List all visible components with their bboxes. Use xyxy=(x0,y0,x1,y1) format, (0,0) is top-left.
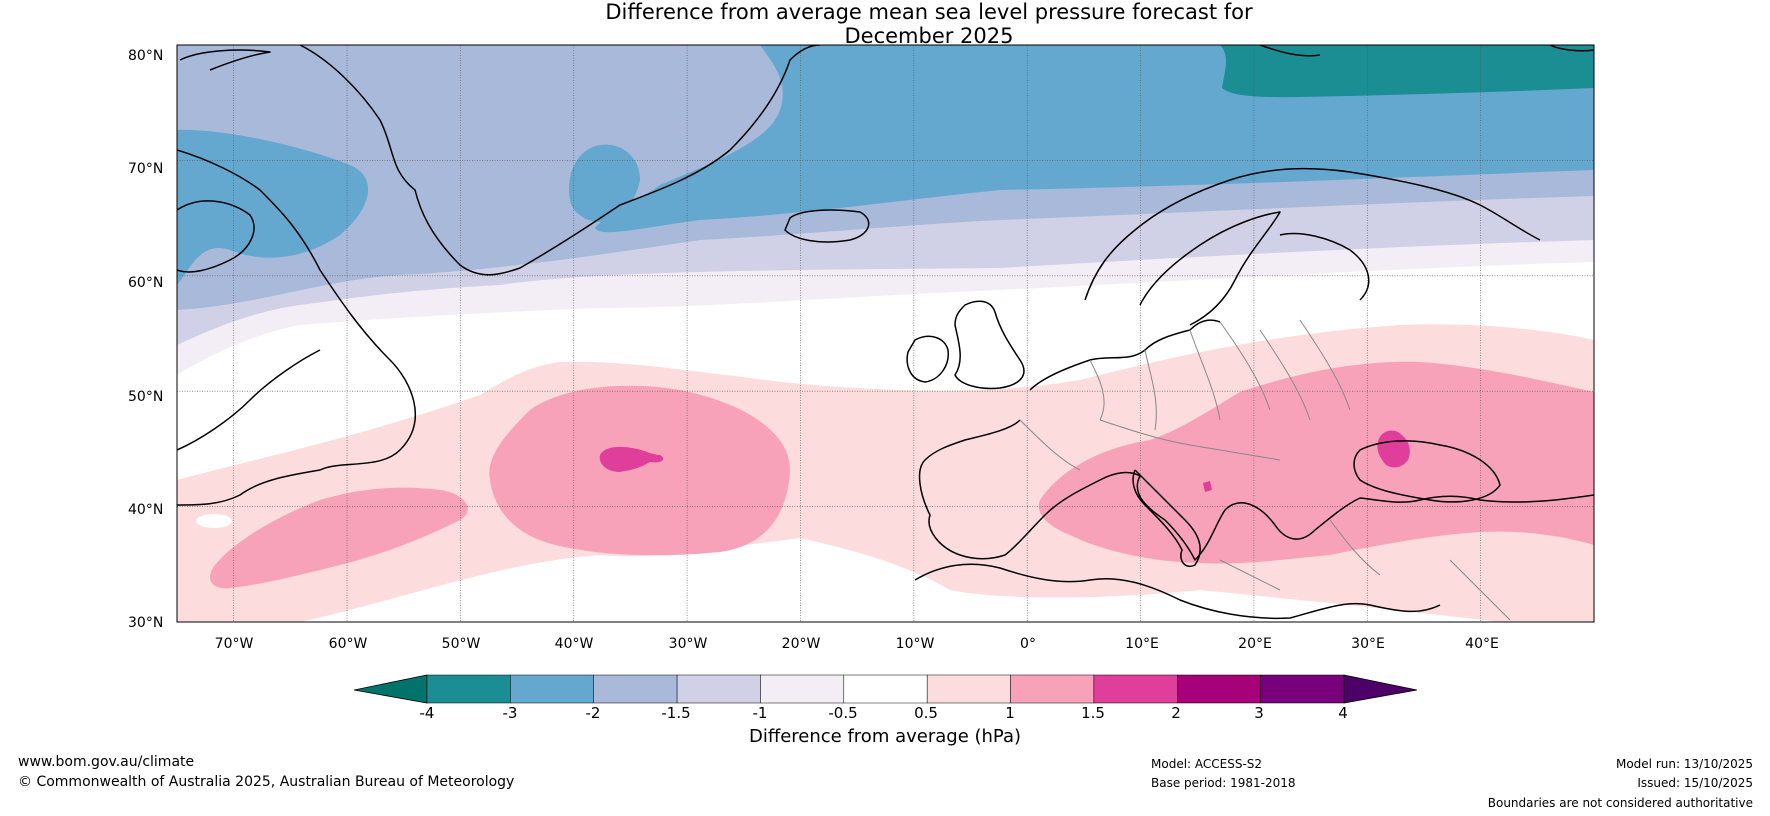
contour-high-atlantic xyxy=(489,385,790,556)
lat-label-60n: 60°N xyxy=(128,275,164,291)
colorbar-tick: -0.5 xyxy=(828,704,858,722)
contour-strong-high-atlantic xyxy=(599,446,664,472)
colorbar-tick: -1.5 xyxy=(661,704,691,722)
colorbar-bin xyxy=(593,674,678,704)
coastline-italy xyxy=(1132,469,1201,567)
colorbar-bin xyxy=(1177,674,1261,704)
map-frame xyxy=(176,44,1595,623)
coastline-svalbard xyxy=(1259,45,1594,57)
contour-high-west xyxy=(210,487,468,589)
graticule xyxy=(177,45,1594,622)
lat-label-50n: 50°N xyxy=(128,389,164,405)
lon-label-0: 0° xyxy=(1020,636,1036,652)
colorbar-bin xyxy=(760,674,845,704)
footer-base-period: Base period: 1981-2018 xyxy=(1151,776,1296,790)
contour-strong-high-adriatic xyxy=(1203,481,1212,492)
colorbar-bin xyxy=(926,674,1011,704)
colorbar-under-arrow xyxy=(353,674,428,704)
coastline-scandinavia xyxy=(1084,167,1541,301)
contour-low-patch-1 xyxy=(569,144,640,222)
lon-label-70w: 70°W xyxy=(214,636,254,652)
lat-label-70n: 70°N xyxy=(128,161,164,177)
lat-label-80n: 80°N xyxy=(128,48,164,64)
coastline-labrador xyxy=(177,349,321,451)
lon-label-20e: 20°E xyxy=(1238,636,1272,652)
contour-white-patch xyxy=(196,514,232,528)
coastline-iceland xyxy=(784,209,870,243)
colorbar-tick: 2 xyxy=(1171,704,1181,722)
footer-model: Model: ACCESS-S2 xyxy=(1151,757,1263,771)
contour-layer xyxy=(177,45,1594,622)
lon-label-10e: 10°E xyxy=(1125,636,1159,652)
colorbar-bin xyxy=(510,674,594,704)
colorbar-bin xyxy=(843,674,928,704)
lon-label-30w: 30°W xyxy=(668,636,708,652)
colorbar-bin xyxy=(676,674,761,704)
coastline-greenland xyxy=(299,45,821,276)
colorbar-tick: 3 xyxy=(1254,704,1264,722)
footer-copyright: © Commonwealth of Australia 2025, Austra… xyxy=(18,774,515,790)
coastline-sweden xyxy=(1139,211,1281,326)
colorbar-bin xyxy=(1260,674,1345,704)
coastline-ireland xyxy=(906,335,949,383)
title-line-2: December 2025 xyxy=(844,24,1014,48)
colorbar-label: Difference from average (hPa) xyxy=(748,726,1022,747)
colorbar-bin xyxy=(1093,674,1178,704)
coastlines xyxy=(177,45,1594,620)
country-borders xyxy=(1019,319,1511,621)
lon-label-40w: 40°W xyxy=(554,636,594,652)
footer-website: www.bom.gov.au/climate xyxy=(18,754,195,770)
colorbar-tick: 0.5 xyxy=(914,704,938,722)
lon-label-20w: 20°W xyxy=(781,636,821,652)
coastline-black-sea xyxy=(1353,440,1501,503)
colorbar-tick: 4 xyxy=(1338,704,1348,722)
colorbar-bin xyxy=(1010,674,1095,704)
footer-model-run: Model run: 13/10/2025 xyxy=(1615,757,1753,771)
lon-label-30e: 30°E xyxy=(1351,636,1385,652)
lon-label-10w: 10°W xyxy=(895,636,935,652)
colorbar-bins xyxy=(426,674,1345,704)
contour-strong-low xyxy=(1220,45,1594,98)
coastline-britain xyxy=(954,300,1025,390)
lat-label-40n: 40°N xyxy=(128,502,164,518)
map-title: Difference from average mean sea level p… xyxy=(44,0,1770,48)
colorbar-tick: -3 xyxy=(502,704,518,722)
coastline-baffin xyxy=(177,200,255,273)
colorbar-tick: -2 xyxy=(585,704,601,722)
footer-issued: Issued: 15/10/2025 xyxy=(1637,776,1753,790)
colorbar-tick: 1 xyxy=(1005,704,1015,722)
coastline-africa xyxy=(914,563,1441,620)
coastline-finland xyxy=(1279,232,1370,301)
colorbar-bin xyxy=(426,674,511,704)
lon-label-50w: 50°W xyxy=(441,636,481,652)
colorbar-over-triangle xyxy=(1343,674,1418,704)
title-line-1: Difference from average mean sea level p… xyxy=(605,0,1253,24)
lon-label-60w: 60°W xyxy=(328,636,368,652)
coastline-canada xyxy=(177,149,417,506)
colorbar-tick: -4 xyxy=(419,704,435,722)
colorbar-tick: -1 xyxy=(752,704,768,722)
coastline-greenland-top xyxy=(179,49,271,71)
footer-disclaimer: Boundaries are not considered authoritat… xyxy=(1487,796,1753,810)
colorbar-tick: 1.5 xyxy=(1081,704,1105,722)
contour-strong-high-blacksea xyxy=(1377,430,1410,468)
lon-label-40e: 40°E xyxy=(1465,636,1499,652)
lat-label-30n: 30°N xyxy=(128,615,164,631)
colorbar-over-arrow xyxy=(1417,675,1419,703)
